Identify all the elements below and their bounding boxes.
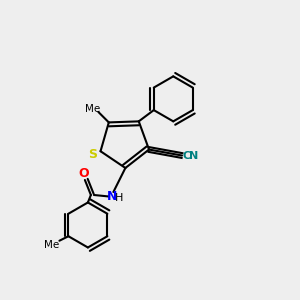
Text: C: C [182,151,190,160]
Text: Me: Me [85,104,100,114]
Text: N: N [189,151,198,160]
Text: Me: Me [44,240,59,250]
Text: N: N [107,190,117,203]
Text: S: S [88,148,98,161]
Text: O: O [78,167,89,181]
Text: H: H [115,193,124,203]
